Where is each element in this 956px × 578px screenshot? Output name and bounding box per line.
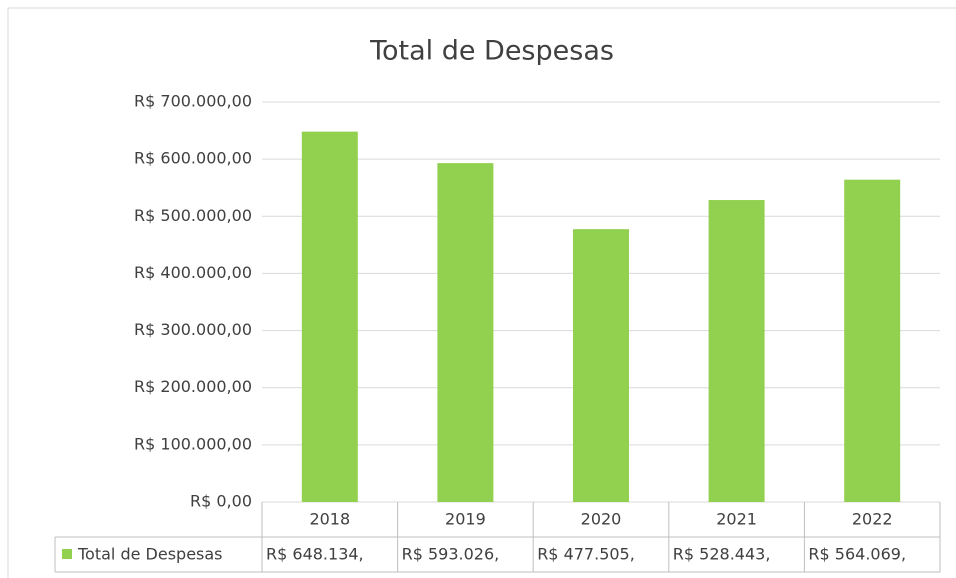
chart-frame bbox=[7, 7, 956, 578]
x-tick-label: 2022 bbox=[852, 510, 893, 529]
y-tick-label: R$ 100.000,00 bbox=[134, 434, 252, 453]
y-tick-label: R$ 700.000,00 bbox=[134, 92, 252, 111]
bar bbox=[437, 163, 494, 503]
value-label: R$ 564.069, bbox=[808, 545, 906, 564]
bar bbox=[301, 131, 358, 503]
x-tick-label: 2018 bbox=[309, 510, 350, 529]
x-tick-label: 2021 bbox=[716, 510, 757, 529]
value-label: R$ 528.443, bbox=[673, 545, 771, 564]
y-tick-label: R$ 600.000,00 bbox=[134, 149, 252, 168]
y-tick-label: R$ 500.000,00 bbox=[134, 206, 252, 225]
x-tick-label: 2019 bbox=[445, 510, 486, 529]
y-tick-label: R$ 400.000,00 bbox=[134, 263, 252, 282]
bar bbox=[844, 179, 901, 502]
legend-label: Total de Despesas bbox=[77, 545, 223, 564]
bar bbox=[573, 229, 629, 502]
chart-title: Total de Despesas bbox=[369, 36, 614, 67]
x-tick-label: 2020 bbox=[581, 510, 622, 529]
y-tick-label: R$ 300.000,00 bbox=[134, 320, 252, 339]
y-tick-label: R$ 0,00 bbox=[190, 492, 252, 511]
y-tick-label: R$ 200.000,00 bbox=[134, 377, 252, 396]
value-label: R$ 477.505, bbox=[537, 545, 635, 564]
value-label: R$ 593.026, bbox=[402, 545, 500, 564]
legend-swatch bbox=[62, 549, 72, 559]
value-label: R$ 648.134, bbox=[266, 545, 364, 564]
bar bbox=[708, 200, 765, 502]
